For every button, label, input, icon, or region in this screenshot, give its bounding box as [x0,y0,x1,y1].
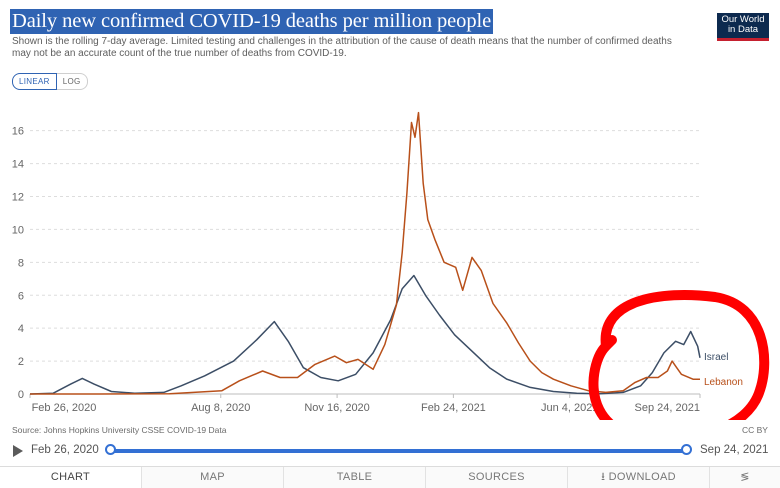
source-note[interactable]: Source: Johns Hopkins University CSSE CO… [12,425,227,435]
series-label-israel: Israel [704,352,728,363]
series-labels: Israel Lebanon [704,352,743,388]
x-tick-label: Aug 8, 2020 [191,402,250,414]
timeline-end-label: Sep 24, 2021 [700,444,769,456]
y-tick-label: 4 [18,323,24,335]
play-icon[interactable] [13,445,23,457]
line-chart: 0 2 4 6 8 10 12 14 16 Feb 26, 2020 Aug 8, 2020 Nov… [12,111,770,420]
chart-title: Daily new confirmed COVID-19 deaths per … [10,9,494,34]
tab-download-label: DOWNLOAD [608,471,676,483]
y-tick-label: 14 [12,159,24,171]
y-tick-label: 2 [18,356,24,368]
annotation-circle [588,290,770,420]
y-tick-label: 12 [12,192,24,204]
license-note[interactable]: CC BY [742,425,768,435]
series-line-israel [29,274,701,395]
timeline-start-label: Feb 26, 2020 [31,444,99,456]
series-line-lebanon [30,111,700,395]
tab-download[interactable]: ⭳ DOWNLOAD [568,467,710,488]
y-tick-label: 0 [18,389,24,401]
tab-chart[interactable]: CHART [0,467,142,488]
y-tick-label: 10 [12,224,24,236]
x-tick-label: Jun 4, 2021 [541,402,599,414]
x-tick-label: Feb 24, 2021 [421,402,486,414]
linear-scale-button[interactable]: LINEAR [12,73,57,90]
tab-share[interactable]: ≶ [710,467,780,488]
x-tick-label: Feb 26, 2020 [32,402,97,414]
owid-logo[interactable]: Our World in Data [717,13,769,41]
series-label-lebanon: Lebanon [704,377,743,388]
tab-table[interactable]: TABLE [284,467,426,488]
download-icon: ⭳ [601,471,606,483]
chart-subtitle: Shown is the rolling 7-day average. Limi… [12,36,672,59]
tab-bar: CHART MAP TABLE SOURCES ⭳ DOWNLOAD ≶ [0,466,780,488]
tab-sources[interactable]: SOURCES [426,467,568,488]
timeline: Feb 26, 2020 Sep 24, 2021 [0,442,780,460]
timeline-end-handle[interactable] [681,444,692,455]
x-tick-label: Nov 16, 2020 [304,402,369,414]
y-axis: 0 2 4 6 8 10 12 14 16 [12,126,24,401]
logo-line-1: Our World [721,14,765,25]
log-scale-button[interactable]: LOG [56,73,88,90]
x-axis: Feb 26, 2020 Aug 8, 2020 Nov 16, 2020 Feb 2… [29,394,701,414]
y-tick-label: 8 [18,257,24,269]
x-tick-label: Sep 24, 2021 [635,402,700,414]
share-icon: ≶ [740,471,750,483]
timeline-track[interactable] [111,449,687,453]
y-tick-label: 6 [18,290,24,302]
y-tick-label: 16 [12,126,24,138]
timeline-start-handle[interactable] [105,444,116,455]
series-lines [29,111,701,395]
logo-line-2: in Data [727,24,759,35]
tab-map[interactable]: MAP [142,467,284,488]
scale-toggle: LINEAR LOG [12,73,88,90]
